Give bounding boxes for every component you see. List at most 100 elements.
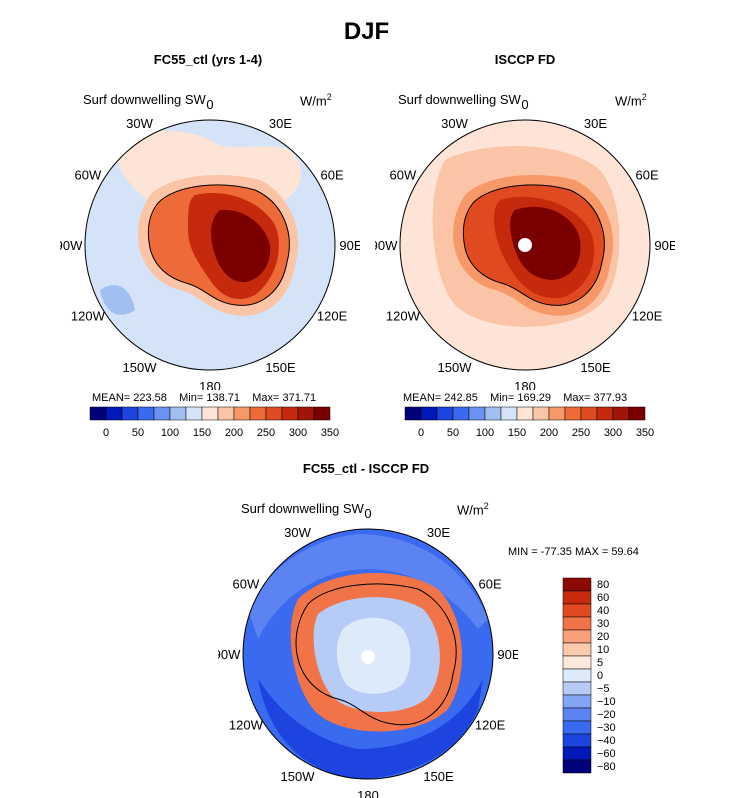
colorbar-swatch (562, 694, 592, 709)
lon-label: 30E (269, 116, 292, 131)
colorbar-tick-label: −10 (597, 696, 616, 708)
colorbar-tick-label: 350 (321, 427, 339, 439)
lon-label: 0 (206, 100, 213, 112)
colorbar-tick-label: 50 (132, 427, 144, 439)
polar-map-fc55: 0 30E 60E 90E 120E 150E 180 150W 120W 90W 60W 30W (60, 100, 360, 390)
lon-label: 90W (218, 647, 241, 662)
colorbar-swatch (562, 603, 592, 618)
colorbar-swatch (249, 406, 267, 421)
lon-label: 60E (479, 577, 502, 592)
colorbar-swatches-fc55 (89, 406, 331, 421)
colorbar-swatch (297, 406, 315, 421)
colorbar-swatch (201, 406, 219, 421)
colorbar-swatch (564, 406, 582, 421)
colorbar-tick-label: −40 (597, 735, 616, 747)
colorbar-swatch (562, 759, 592, 774)
colorbar-swatch (233, 406, 251, 421)
lon-label: 120W (229, 718, 264, 733)
colorbar-tick-label: 200 (225, 427, 243, 439)
colorbar-swatch (562, 681, 592, 696)
colorbar-tick-label: −30 (597, 722, 616, 734)
map-fill-diff (243, 529, 493, 779)
variable-label-diff: Surf downwelling SW (241, 501, 364, 516)
panel-title-isccp: ISCCP FD (494, 52, 556, 67)
lon-label: 150E (423, 769, 454, 784)
lon-label: 90E (654, 238, 675, 253)
colorbar-swatch (452, 406, 470, 421)
stat-min-isccp: Min= 169.29 (490, 392, 551, 404)
lon-label: 30E (427, 525, 450, 540)
colorbar-swatch (516, 406, 534, 421)
lon-label: 180 (357, 788, 379, 798)
lon-label: 120W (386, 309, 421, 324)
colorbar-tick-label: −80 (597, 761, 616, 773)
lon-label: 90E (497, 647, 518, 662)
colorbar-tick-label: 0 (103, 427, 109, 439)
land-zone-3-isccp (510, 206, 581, 280)
colorbar-tick-label: 150 (508, 427, 526, 439)
colorbar-swatch (532, 406, 550, 421)
land-zone-3-fc55 (211, 209, 271, 283)
coastline-diff (295, 583, 457, 726)
colorbar-tick-label: 80 (597, 579, 609, 591)
colorbar-tick-label: 300 (289, 427, 307, 439)
map-border-isccp (399, 119, 651, 371)
map-border-fc55 (84, 119, 336, 371)
colorbar-swatch (500, 406, 518, 421)
colorbar-swatch (596, 406, 614, 421)
colorbar-tick-label: 40 (597, 605, 609, 617)
colorbar-tick-label: 100 (476, 427, 494, 439)
stat-mean-isccp: MEAN= 242.85 (403, 392, 478, 404)
variable-label-isccp: Surf downwelling SW (398, 92, 521, 107)
colorbar-swatch (89, 406, 107, 421)
colorbar-swatch (562, 590, 592, 605)
lon-label: 90E (339, 238, 360, 253)
lon-label: 30W (441, 116, 468, 131)
colorbar-tick-label: 20 (597, 631, 609, 643)
lon-label: 120E (317, 309, 348, 324)
lon-label: 150W (438, 360, 473, 375)
ocean-band-1-diff (248, 534, 488, 639)
colorbar-tick-label: 60 (597, 592, 609, 604)
colorbar-swatch (562, 616, 592, 631)
panel-title-fc55: FC55_ctl (yrs 1-4) (153, 52, 263, 67)
units-label-fc55: W/m2 (300, 92, 332, 109)
lon-label: 30W (126, 116, 153, 131)
lon-label: 120W (71, 309, 106, 324)
colorbar-tick-label: 350 (636, 427, 654, 439)
colorbar-ticks-fc55: 0 50 100 150 200 250 300 350 (103, 427, 339, 439)
colorbar-swatch (137, 406, 155, 421)
lon-label: 90W (375, 238, 398, 253)
pole-gap-diff (361, 650, 375, 664)
stat-mean-fc55: MEAN= 223.58 (92, 392, 167, 404)
colorbar-swatch (436, 406, 454, 421)
stat-max-isccp: Max= 377.93 (563, 392, 628, 404)
lon-label: 150E (580, 360, 611, 375)
colorbar-swatch (265, 406, 283, 421)
lon-label: 60W (390, 168, 417, 183)
lon-label: 30W (284, 525, 311, 540)
polar-map-isccp: 0 30E 60E 90E 120E 150E 180 150W 120W 90W 60W 30W (375, 100, 675, 390)
colorbar-swatch (313, 406, 331, 421)
colorbar-swatches-isccp (404, 406, 646, 421)
colorbar-swatch (562, 642, 592, 657)
colorbar-tick-label: 250 (572, 427, 590, 439)
colorbar-swatch (153, 406, 171, 421)
map-fill-fc55 (85, 120, 335, 370)
colorbar-tick-label: 50 (447, 427, 459, 439)
pole-gap-isccp (518, 238, 532, 252)
lon-label: 150E (265, 360, 296, 375)
lon-label: 120E (475, 718, 506, 733)
lon-label: 180 (199, 379, 221, 390)
stat-max-fc55: Max= 371.71 (252, 392, 317, 404)
colorbar-swatch (562, 668, 592, 683)
lon-label: 150W (281, 769, 316, 784)
lon-label: 60E (636, 168, 659, 183)
figure-title: DJF (343, 18, 390, 45)
colorbar-swatches-diff (562, 577, 592, 774)
map-border-diff (242, 528, 494, 780)
colorbar-tick-label: 10 (597, 644, 609, 656)
lon-label: 90W (60, 238, 83, 253)
colorbar-tick-label: 0 (597, 670, 603, 682)
